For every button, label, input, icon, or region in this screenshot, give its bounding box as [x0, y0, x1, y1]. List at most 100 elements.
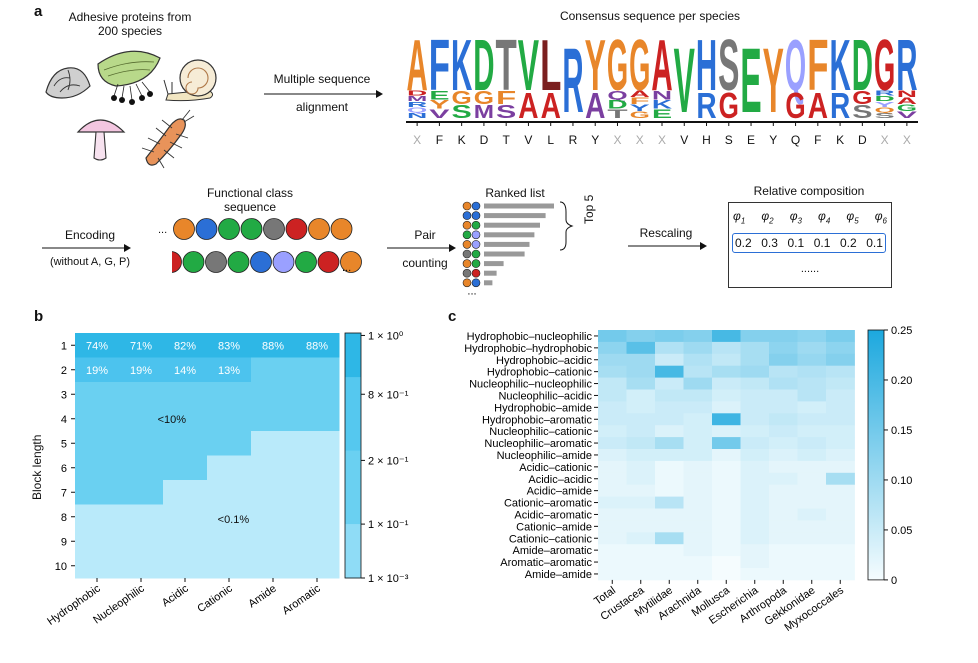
heat-c-cell	[740, 556, 770, 569]
heat-c-cell	[797, 425, 827, 438]
heat-c-ytick-label: Hydrophobic–nucleophilic	[467, 331, 593, 343]
phi-value: 0.2	[735, 236, 752, 250]
heat-b-cell	[251, 357, 296, 383]
heat-c-cell	[712, 520, 741, 533]
heat-c-cell	[683, 496, 713, 509]
logo-stack-letter: R	[696, 85, 716, 126]
logo-main-letter: G	[629, 26, 650, 106]
heat-c-cell	[740, 532, 770, 545]
heat-c-cell	[769, 353, 798, 367]
consensus-residue: K	[836, 133, 844, 147]
heat-b-ytick-label: 1	[61, 340, 67, 352]
logo-stack-letter: Y	[429, 98, 449, 112]
heat-c-cell	[797, 413, 827, 426]
heat-b-cell	[163, 455, 208, 481]
heat-c-cell	[826, 377, 855, 390]
heat-c-cbar-label: 0.15	[891, 425, 912, 437]
heat-c-cell	[598, 449, 627, 462]
heat-b-cell	[75, 382, 120, 407]
heat-c-cell	[740, 353, 770, 367]
pair-circle	[462, 201, 472, 211]
heat-c-ytick-label: Cationic–cationic	[509, 533, 593, 545]
heat-c-cell	[826, 401, 855, 414]
heat-c-cell	[826, 496, 855, 509]
heat-c-cell	[712, 377, 741, 390]
rescaling-label: Rescaling	[639, 226, 693, 240]
heat-b-cbar-label: 1 × 10⁻³	[368, 573, 409, 585]
heat-c-cell	[598, 508, 627, 521]
heat-b-row1-label: 88%	[262, 340, 284, 352]
class-circle	[172, 251, 182, 273]
heat-c-cell	[655, 568, 684, 581]
heat-b-cell	[75, 455, 120, 481]
heat-c-cell	[598, 532, 627, 545]
logo-main-letter: A	[407, 26, 428, 106]
encoding-label: Encoding	[64, 228, 116, 242]
logo-stack-letter: A	[897, 96, 918, 106]
logo-stack-letter: G	[897, 103, 917, 113]
logo-stack-letter: Q	[874, 105, 895, 114]
heat-c-cell	[683, 365, 713, 378]
heat-b-cbar-label: 8 × 10⁻¹	[368, 389, 409, 401]
heat-c-cell	[826, 365, 855, 378]
heat-c-cell	[769, 389, 798, 402]
heat-c-cell	[598, 377, 627, 390]
heat-c-cell	[598, 568, 627, 581]
pair-circle	[462, 230, 472, 240]
heat-c-ytick-label: Cationic–amide	[516, 521, 592, 533]
heat-c-cell	[683, 449, 713, 462]
logo-main-letter: D	[852, 26, 873, 106]
logo-stack-letter: Y	[874, 100, 895, 109]
logo-main-letter: D	[473, 26, 494, 106]
logo-main-letter: E	[740, 30, 761, 132]
heat-c-cell	[797, 508, 827, 521]
heat-b-row2-label: 19%	[86, 365, 108, 377]
relative-title: Relative composition	[753, 184, 865, 198]
heat-b-cell	[207, 406, 252, 432]
logo-stack-letter: R	[874, 89, 897, 98]
heat-c-cell	[740, 460, 770, 474]
heat-c-cell	[826, 413, 855, 426]
heat-b-colorbar-segment	[345, 377, 361, 452]
logo-stack-letter: T	[607, 107, 629, 121]
heat-b-cell	[251, 333, 296, 358]
heat-c-cell	[712, 508, 741, 521]
heat-c-cell	[826, 544, 855, 557]
phi-label: φ3	[789, 209, 802, 226]
heat-c-cell	[683, 568, 713, 581]
logo-stack-letter: G	[452, 88, 472, 108]
heat-b-row1-label: 88%	[306, 340, 328, 352]
heat-b-cell	[251, 382, 296, 407]
heat-c-cell	[740, 413, 770, 426]
logo-main-letter: R	[896, 26, 917, 106]
heat-c-cell	[712, 484, 741, 497]
heat-b-low-label: <0.1%	[218, 514, 250, 526]
logo-main-letter: K	[829, 26, 850, 106]
consensus-residue: V	[680, 133, 688, 147]
heat-c-cell	[655, 330, 684, 343]
ranked-bar	[484, 261, 504, 267]
logo-stack-letter: D	[607, 98, 628, 112]
heat-c-cell	[740, 449, 770, 462]
phi-ellipsis: ......	[800, 263, 820, 275]
heat-c-cell	[626, 508, 656, 521]
panel-a-letter: a	[34, 3, 43, 20]
heat-b-ytick-label: 9	[61, 536, 67, 548]
logo-main-letter: F	[807, 26, 828, 106]
heat-c-ytick-label: Hydrophobic–amide	[494, 402, 592, 414]
heat-b-ytick-label: 2	[61, 365, 67, 377]
logo-stack-letter: Q	[407, 105, 428, 114]
heat-c-cell	[712, 365, 741, 378]
heat-c-ytick-label: Acidic–cationic	[519, 462, 592, 474]
heat-b-cell	[207, 382, 252, 407]
barnacle-icon	[45, 67, 91, 99]
logo-main-letter: T	[496, 26, 517, 106]
heat-c-cell	[683, 544, 713, 557]
phi-values-row: 0.2 0.3 0.1 0.1 0.2 0.1	[732, 233, 886, 253]
logo-main-letter: Y	[585, 26, 606, 106]
consensus-title: Consensus sequence per species	[559, 9, 741, 23]
logo-stack-letter: N	[897, 89, 917, 99]
heat-b-ytick-label: 10	[55, 561, 67, 573]
heat-c-cell	[626, 532, 656, 545]
